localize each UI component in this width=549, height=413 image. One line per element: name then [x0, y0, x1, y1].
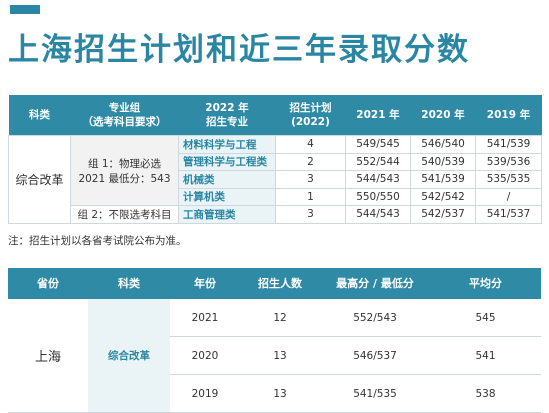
value-cell: 4: [275, 135, 346, 154]
table-row: 计算机类 1 550/550 542/542/: [9, 187, 542, 206]
category-cell: 综合改革: [88, 299, 170, 413]
accent-bar: [10, 5, 40, 14]
group-text: 组 1：物理必选: [87, 157, 162, 170]
group-text: 组 2：不限选考科目: [77, 208, 172, 221]
value-cell: 13: [240, 374, 320, 413]
header-cell: 招生人数: [240, 268, 320, 299]
header-cell: 科类: [8, 95, 71, 136]
value-cell: 12: [240, 299, 320, 337]
value-cell: 541/539: [410, 170, 476, 189]
header-cell: 平均分: [430, 268, 541, 299]
value-cell: 552/544: [345, 152, 411, 171]
header-text: （选考科目要求）: [82, 116, 167, 128]
header-text: 2020 年: [421, 109, 465, 121]
header-row: 科类 专业组 （选考科目要求） 2022 年招生专业 招生计划 (2022) 2021 年 2…: [8, 95, 542, 136]
value-cell: 552/543: [320, 299, 430, 337]
value-cell: 3: [275, 170, 346, 189]
table-row: 上海 综合改革 2021 12 552/543 545: [8, 299, 541, 413]
value-cell: 535/535: [475, 170, 542, 189]
header-text: 2019 年: [486, 109, 531, 121]
value-cell: 2019: [170, 374, 240, 413]
value-cell: /: [475, 187, 542, 206]
value-cell: 13: [240, 336, 320, 375]
table-row: 2020 13 546/537 541: [8, 336, 541, 375]
header-cell: 招生计划 (2022): [275, 95, 346, 136]
value-cell: 544/543: [345, 205, 411, 224]
province-cell: 上海: [8, 299, 88, 413]
value-cell: 540/539: [410, 152, 476, 171]
major-cell: 材料科学与工程: [178, 135, 276, 154]
header-text: 科类: [29, 109, 50, 121]
value-cell: 541: [430, 336, 541, 375]
header-cell: 2020 年: [410, 95, 476, 136]
value-cell: 541/535: [320, 374, 430, 413]
header-text: (2022): [291, 116, 330, 128]
header-row: 省份 科类 年份 招生人数 最高分 / 最低分 平均分: [8, 268, 541, 299]
header-text: 招生计划: [289, 102, 332, 114]
value-cell: 546/537: [320, 336, 430, 375]
value-cell: 546/540: [410, 135, 476, 154]
value-cell: 2020: [170, 336, 240, 375]
category-cell: 综合改革: [8, 135, 71, 224]
value-cell: 542/537: [410, 205, 476, 224]
table-row: 综合改革组 1：物理必选 2021 最低分：543 材料科学与工程 4 549/545 5…: [8, 135, 542, 224]
note: 注：招生计划以各省考试院公布为准。: [8, 235, 187, 247]
value-cell: 538: [430, 374, 541, 413]
value-cell: 545: [430, 299, 541, 337]
value-cell: 544/543: [345, 170, 411, 189]
value-cell: 541/539: [475, 135, 542, 154]
header-cell: 最高分 / 最低分: [320, 268, 430, 299]
value-cell: 541/537: [475, 205, 542, 224]
major-cell: 计算机类: [178, 187, 276, 206]
value-cell: 549/545: [345, 135, 411, 154]
value-cell: 1: [275, 187, 346, 206]
header-cell: 2021 年: [345, 95, 411, 136]
value-cell: 2021: [170, 299, 240, 337]
value-cell: 2: [275, 152, 346, 171]
header-text: 专业组: [108, 102, 141, 114]
header-text: 2021 年: [356, 109, 400, 121]
value-cell: 550/550: [345, 187, 411, 206]
header-text: 招生专业: [206, 116, 248, 128]
major-cell: 工商管理类: [178, 205, 276, 224]
group-text: 2021 最低分：543: [78, 172, 171, 185]
header-cell: 专业组 （选考科目要求）: [70, 95, 179, 136]
header-cell: 科类: [88, 268, 170, 299]
title: 上海招生计划和近三年录取分数: [8, 32, 470, 68]
plan-table: 科类 专业组 （选考科目要求） 2022 年招生专业 招生计划 (2022) 2021 年 2…: [8, 95, 542, 224]
header-cell: 省份: [8, 268, 88, 299]
value-cell: 542/542: [410, 187, 476, 206]
major-cell: 管理科学与工程类: [178, 152, 276, 171]
header-cell: 2022 年招生专业: [178, 95, 276, 136]
header-cell: 2019 年: [475, 95, 542, 136]
score-table: 省份 科类 年份 招生人数 最高分 / 最低分 平均分 上海 综合改革 2021 12 552/54…: [8, 268, 541, 413]
major-cell: 机械类: [178, 170, 276, 189]
value-cell: 3: [275, 205, 346, 224]
header-cell: 年份: [170, 268, 240, 299]
header-text: 2022 年: [205, 102, 249, 114]
table-row: 组 2：不限选考科目 工商管理类 3 544/543 542/537 541/537: [9, 205, 542, 224]
table-row: 管理科学与工程类 2 552/544 540/539 539/536: [9, 152, 542, 171]
group-cell: 组 2：不限选考科目: [70, 205, 179, 224]
value-cell: 539/536: [475, 152, 542, 171]
group-cell: 组 1：物理必选 2021 最低分：543: [70, 135, 179, 206]
